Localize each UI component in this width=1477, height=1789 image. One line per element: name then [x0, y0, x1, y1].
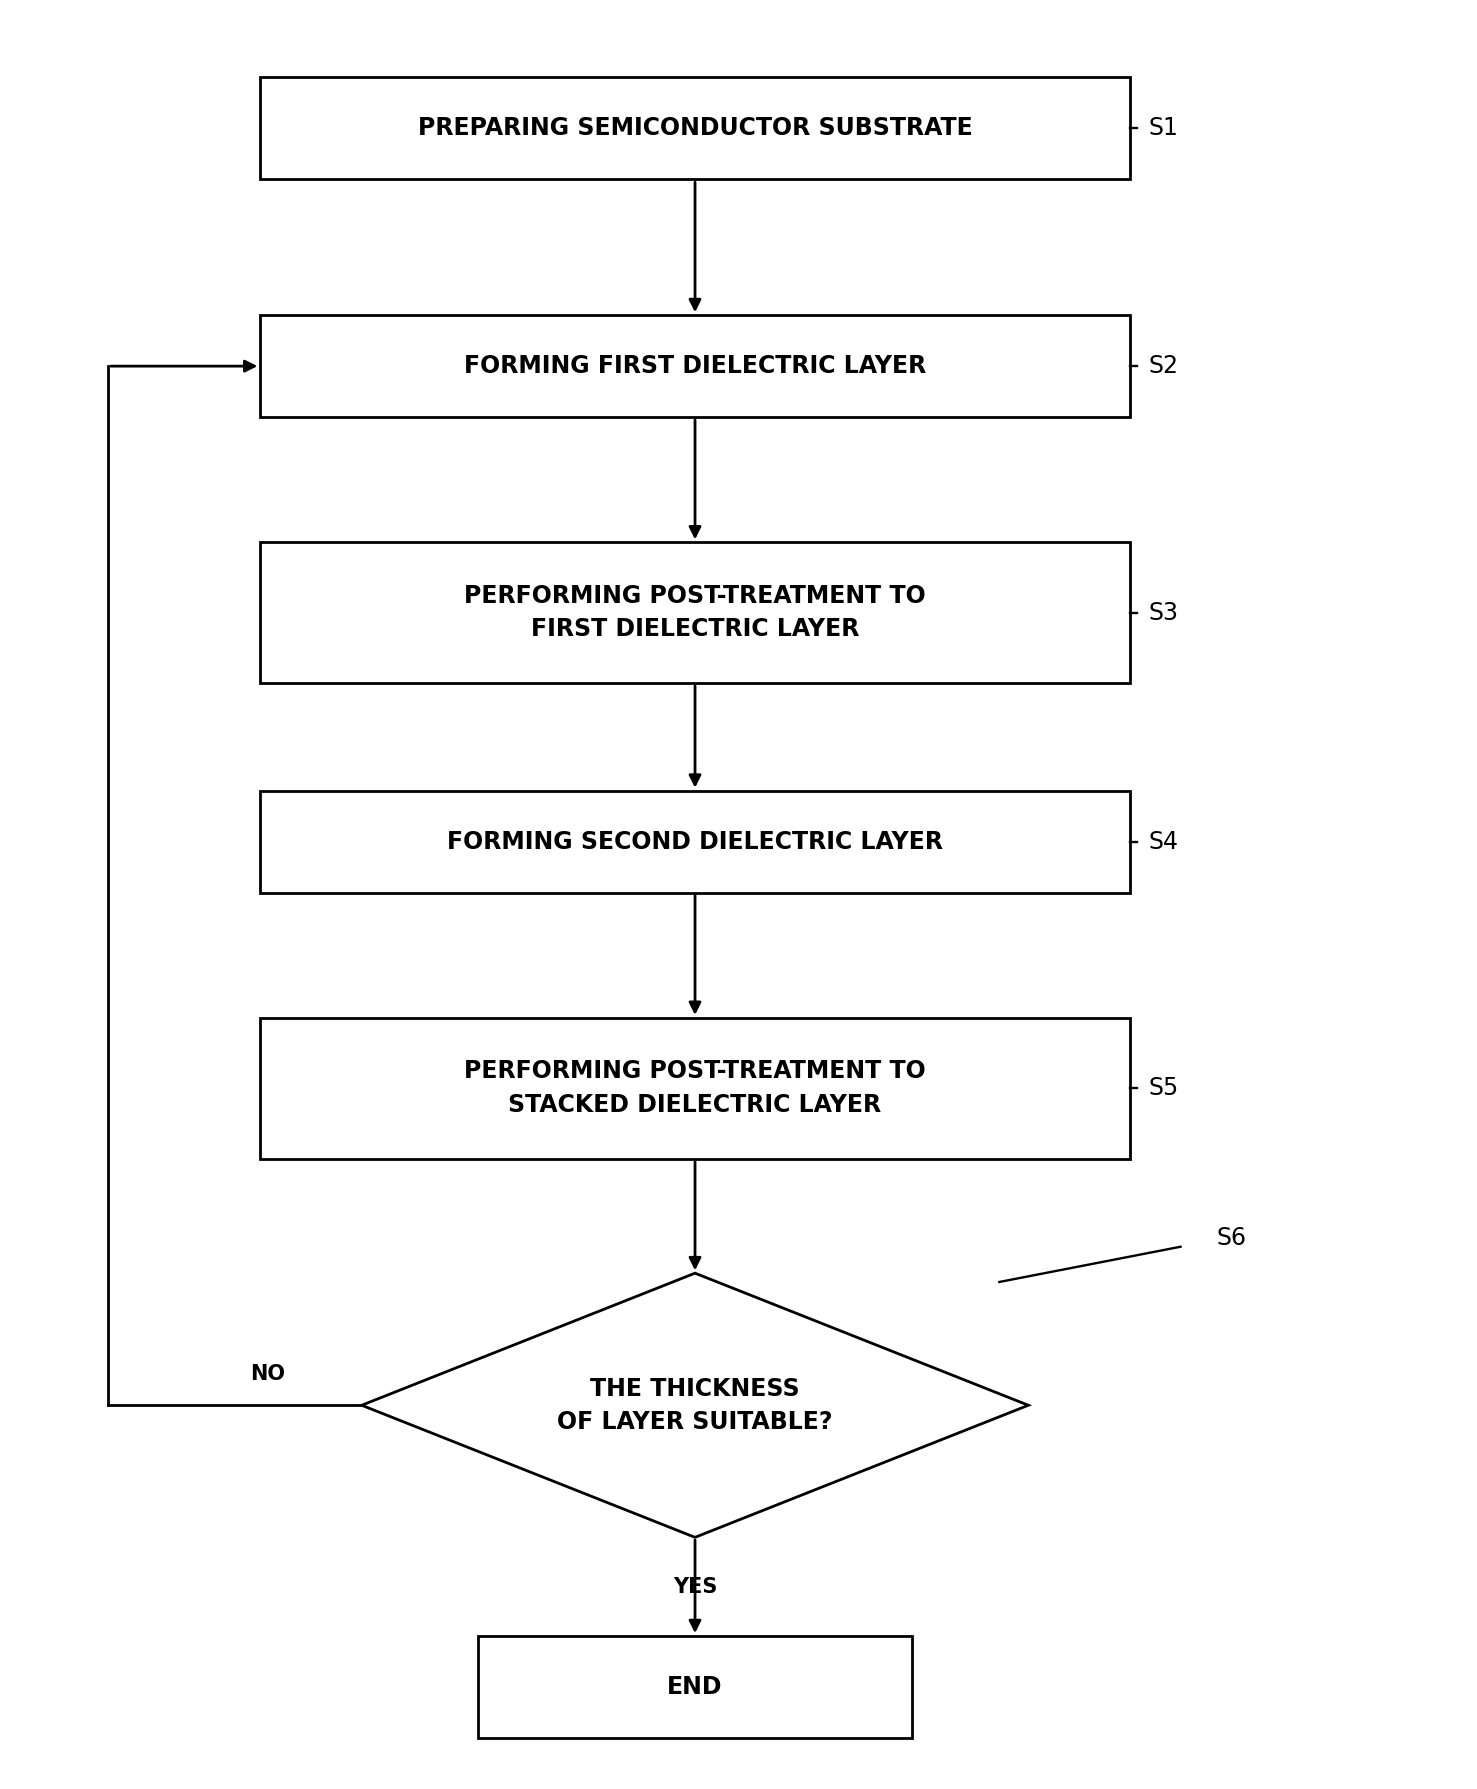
Text: PERFORMING POST-TREATMENT TO
FIRST DIELECTRIC LAYER: PERFORMING POST-TREATMENT TO FIRST DIELE…: [464, 583, 926, 642]
FancyBboxPatch shape: [260, 77, 1130, 179]
Text: S1: S1: [1149, 116, 1179, 140]
Text: S5: S5: [1149, 1077, 1179, 1100]
Text: S6: S6: [1217, 1225, 1247, 1251]
Text: YES: YES: [674, 1576, 718, 1596]
FancyBboxPatch shape: [260, 1018, 1130, 1159]
Polygon shape: [362, 1274, 1028, 1537]
Text: S3: S3: [1149, 601, 1179, 624]
FancyBboxPatch shape: [260, 542, 1130, 683]
Text: PERFORMING POST-TREATMENT TO
STACKED DIELECTRIC LAYER: PERFORMING POST-TREATMENT TO STACKED DIE…: [464, 1059, 926, 1116]
Text: THE THICKNESS
OF LAYER SUITABLE?: THE THICKNESS OF LAYER SUITABLE?: [557, 1376, 833, 1435]
Text: PREPARING SEMICONDUCTOR SUBSTRATE: PREPARING SEMICONDUCTOR SUBSTRATE: [418, 116, 972, 140]
Text: S4: S4: [1149, 830, 1179, 853]
Text: FORMING SECOND DIELECTRIC LAYER: FORMING SECOND DIELECTRIC LAYER: [448, 830, 942, 853]
Text: FORMING FIRST DIELECTRIC LAYER: FORMING FIRST DIELECTRIC LAYER: [464, 354, 926, 377]
FancyBboxPatch shape: [260, 791, 1130, 893]
Text: NO: NO: [250, 1365, 285, 1385]
FancyBboxPatch shape: [260, 315, 1130, 417]
FancyBboxPatch shape: [477, 1635, 913, 1739]
Text: END: END: [668, 1675, 722, 1700]
Text: S2: S2: [1149, 354, 1179, 377]
